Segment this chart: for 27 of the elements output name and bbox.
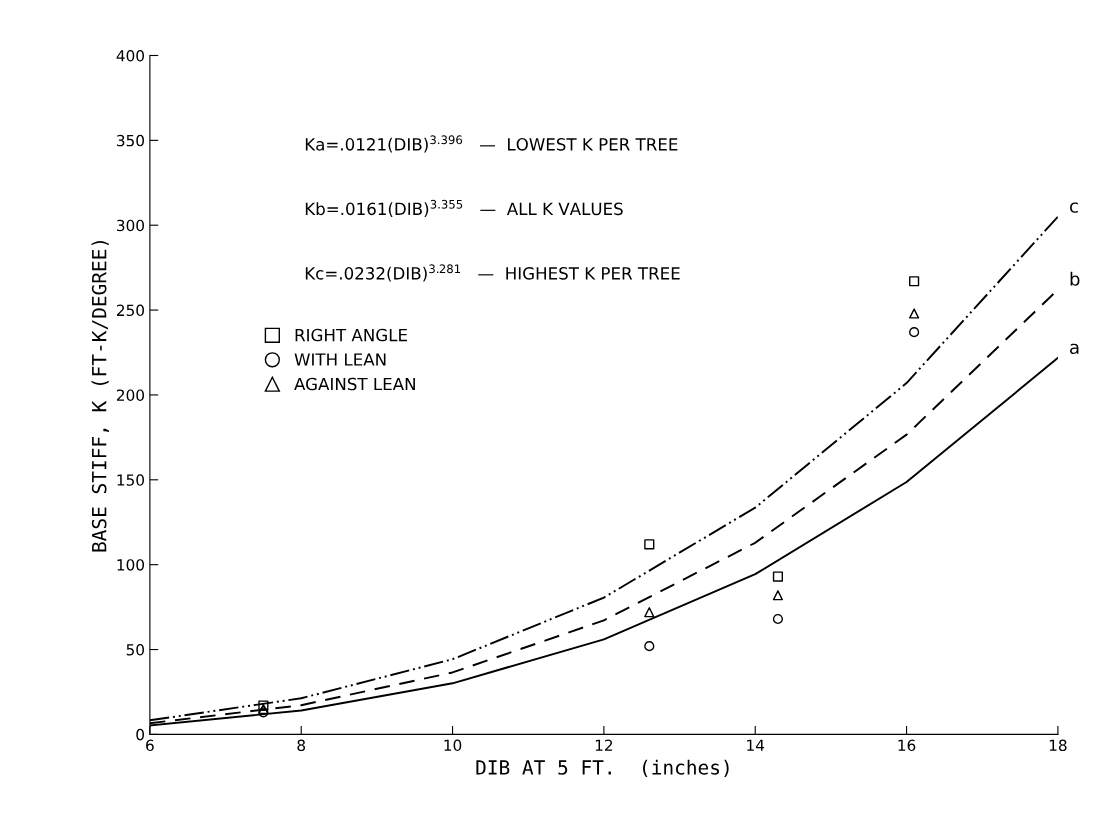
x-tick-label: 10 [444, 739, 462, 752]
series-label: b [1070, 271, 1080, 286]
x-tick-label: 18 [1049, 739, 1067, 752]
y-tick-label: 300 [117, 219, 144, 232]
y-axis-title: BASE STIFF, K (FT-K/DEGREE) [91, 240, 109, 552]
x-tick-label: 16 [898, 739, 916, 752]
text: Ka=.0121(DIB)$^{3.396}$ — LOWEST K PER TREE [305, 135, 678, 153]
y-tick-label: 0 [136, 728, 144, 741]
text: Kc=.0232(DIB)$^{3.281}$ — HIGHEST K PER TREE [305, 264, 680, 282]
text: Kb=.0161(DIB)$^{3.355}$ — ALL K VALUES [305, 199, 623, 218]
legend-label: WITH LEAN [294, 353, 386, 366]
y-tick-label: 50 [126, 644, 144, 656]
y-tick-label: 400 [116, 49, 144, 62]
y-tick-label: 250 [116, 304, 144, 317]
y-tick-label: 350 [117, 134, 144, 147]
legend-label: AGAINST LEAN [294, 377, 415, 391]
legend-label: RIGHT ANGLE [295, 328, 407, 342]
series-label: c [1070, 202, 1078, 213]
x-tick-label: 12 [595, 739, 613, 751]
y-tick-label: 100 [117, 559, 144, 571]
x-tick-label: 14 [747, 739, 765, 751]
y-tick-label: 150 [117, 474, 144, 486]
series-label: a [1070, 343, 1079, 355]
y-tick-label: 200 [116, 389, 144, 401]
x-tick-label: 6 [146, 739, 154, 752]
x-axis-title: DIB AT 5 FT. (inches) [476, 759, 729, 778]
x-tick-label: 8 [297, 739, 306, 752]
